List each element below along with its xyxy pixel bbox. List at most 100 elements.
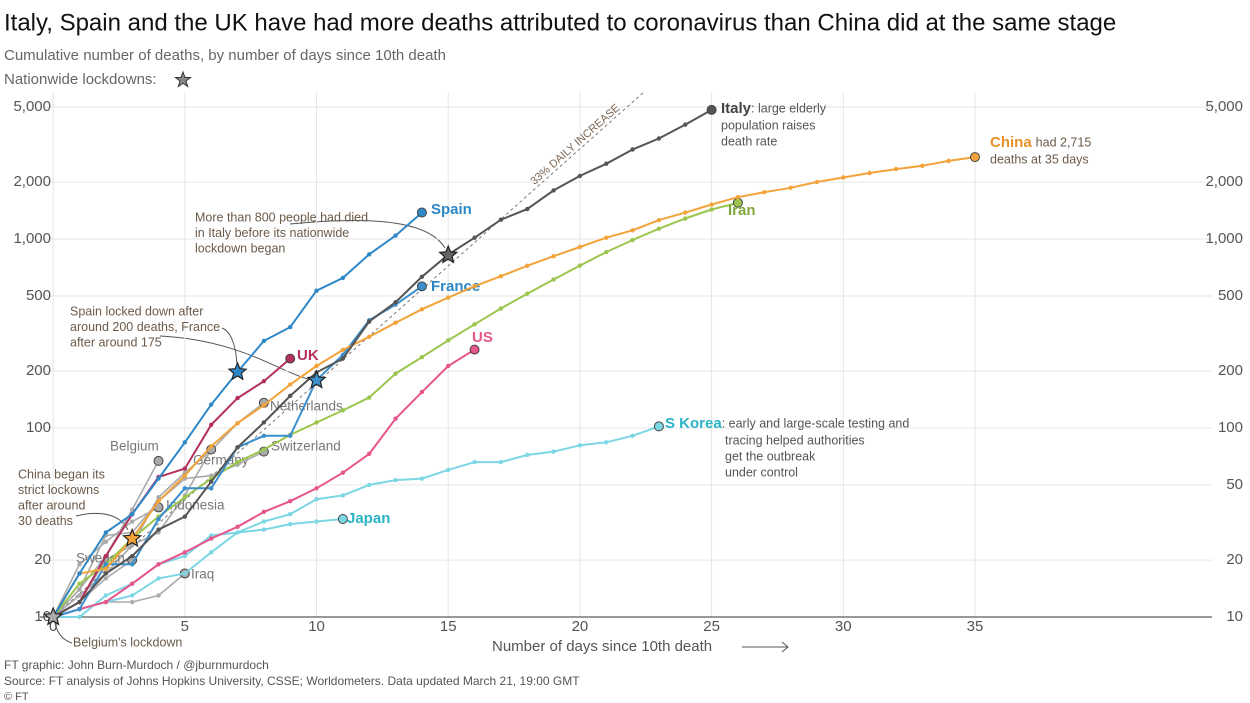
series-dot	[367, 252, 372, 257]
subtitle: Cumulative number of deaths, by number o…	[4, 47, 446, 64]
series-dot	[314, 497, 319, 502]
annotation: in Italy before its nationwide	[195, 226, 349, 240]
series-dot	[182, 550, 188, 555]
series-dot	[551, 254, 556, 259]
series-dot	[261, 527, 267, 532]
series-dot	[129, 593, 135, 598]
series-dot	[656, 217, 662, 223]
annotation: Belgium's lockdown	[73, 635, 182, 649]
series-note: under control	[725, 465, 798, 479]
series-dot	[419, 476, 425, 481]
series-dot	[340, 470, 346, 475]
series-dot	[367, 319, 372, 324]
series-end-dot	[969, 152, 980, 163]
series-label: Spain	[431, 201, 472, 218]
series-dot	[446, 363, 451, 369]
series-line	[52, 348, 476, 618]
series-dot	[288, 511, 293, 517]
series-dot	[288, 521, 293, 527]
series-label: Japan	[347, 510, 390, 527]
footer-credit: FT graphic: John Burn-Murdoch / @jburnmu…	[4, 658, 269, 672]
series-dot	[261, 420, 267, 425]
series-end-dot	[653, 421, 664, 432]
series-dot	[604, 440, 609, 445]
series-dot	[577, 173, 583, 179]
series-dot	[814, 179, 820, 185]
annotation: strict lockowns	[18, 483, 99, 497]
series-end-dot	[337, 514, 348, 525]
series-dot	[129, 511, 135, 517]
series-dot	[208, 422, 214, 428]
series-dot	[129, 553, 135, 559]
series-dot	[525, 206, 530, 212]
series-dot	[314, 519, 319, 524]
series-dot	[77, 587, 82, 592]
series-dot	[630, 147, 635, 152]
series-label: Netherlands	[270, 399, 343, 414]
x-tick-label: 0	[49, 618, 57, 635]
series-dot	[156, 593, 161, 598]
series-dot	[367, 395, 372, 400]
x-tick-label: 25	[703, 618, 720, 635]
series-end-dot	[469, 344, 480, 355]
series-dot	[604, 235, 609, 240]
footer-source: Source: FT analysis of Johns Hopkins Uni…	[4, 674, 580, 688]
chart-title: Italy, Spain and the UK have had more de…	[4, 9, 1116, 36]
series-dot	[683, 210, 688, 215]
series-dot	[762, 189, 767, 195]
series-dot	[103, 553, 109, 559]
series-dot	[208, 550, 214, 555]
series-dot	[472, 459, 477, 465]
series-dot	[235, 459, 240, 465]
series-dot	[393, 416, 398, 421]
series-dot	[156, 476, 161, 481]
series-dot	[208, 533, 214, 538]
series-dot	[261, 509, 267, 515]
series-end-dot	[416, 207, 427, 218]
series-dot	[920, 163, 925, 168]
y-tick-label: 200	[26, 362, 51, 379]
series-dot	[709, 207, 714, 212]
series-dot	[261, 403, 267, 408]
series-label: Switzerland	[271, 439, 341, 454]
x-tick-label: 20	[572, 618, 589, 635]
series-dot	[893, 166, 899, 172]
series-dot	[208, 536, 214, 541]
series-end-dot	[416, 281, 427, 292]
series-dot	[208, 402, 214, 407]
y2-tick-label: 500	[1218, 287, 1243, 304]
series-dot	[156, 576, 161, 581]
series-dot	[182, 440, 188, 445]
series-label: Belgium	[110, 439, 159, 454]
series-dot	[419, 355, 425, 360]
series-dot	[525, 263, 530, 268]
series-dot	[208, 486, 214, 491]
series-dot	[235, 421, 240, 426]
y-tick-label: 5,000	[13, 98, 51, 115]
series-dot	[182, 473, 188, 478]
series-dot	[683, 216, 688, 221]
series-label: US	[472, 329, 493, 346]
series-note: get the outbreak	[725, 449, 816, 463]
lockdown-star	[438, 244, 459, 264]
series-dot	[946, 158, 951, 164]
y2-tick-label: 10	[1226, 608, 1243, 625]
series-dot	[77, 606, 82, 612]
series-dot	[393, 320, 398, 325]
series-dot	[314, 363, 319, 369]
annotation: Spain locked down after	[70, 304, 203, 318]
series-note: tracing helped authorities	[725, 433, 865, 447]
y2-tick-label: 5,000	[1205, 98, 1243, 115]
series-dot	[261, 378, 267, 384]
series-note: deaths at 35 days	[990, 152, 1089, 166]
y2-tick-label: 1,000	[1205, 230, 1243, 247]
series-dot	[498, 306, 504, 311]
series-dot	[103, 539, 109, 544]
series-dot	[103, 562, 109, 567]
series-dot	[551, 277, 556, 282]
x-tick-label: 35	[967, 618, 984, 635]
annotation: around 200 deaths, France	[70, 320, 220, 334]
series-dot	[498, 273, 504, 279]
series-label: Italy	[721, 100, 752, 117]
series-dot	[472, 283, 477, 289]
